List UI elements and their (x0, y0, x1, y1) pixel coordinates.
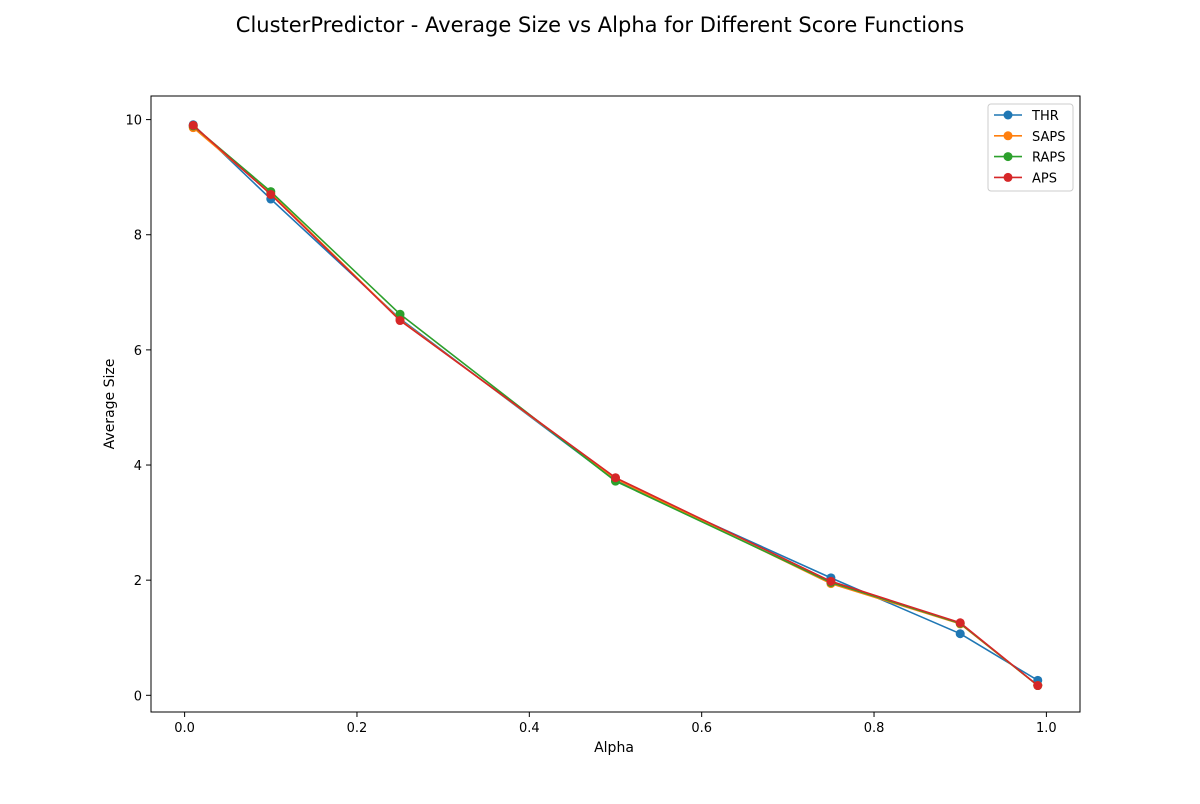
x-axis-label: Alpha (594, 740, 634, 756)
legend: THR SAPS RAPS APS (987, 103, 1074, 192)
chart-title: ClusterPredictor - Average Size vs Alpha… (236, 13, 964, 37)
data-point-aps (826, 576, 836, 586)
data-point-aps (611, 473, 620, 483)
y-tick-label: 10 (125, 114, 142, 129)
axes-layer: 0.0 0.2 0.4 0.6 0.8 1.0 0 2 4 6 8 10 (125, 114, 1056, 736)
y-tick-label: 2 (134, 574, 142, 589)
series-line-thr (192, 124, 1039, 682)
data-point-raps (395, 309, 405, 319)
y-tick-label: 6 (134, 344, 142, 359)
y-tick-label: 0 (134, 689, 142, 704)
y-tick-label: 4 (134, 459, 142, 474)
x-tick-label: 0.6 (691, 721, 712, 736)
series-layer (188, 120, 1043, 691)
legend-label-thr: THR (1031, 109, 1059, 124)
x-tick-label: 0.0 (174, 721, 195, 736)
data-point-aps (1033, 681, 1043, 691)
data-point-aps (266, 189, 276, 199)
legend-marker-saps (1003, 131, 1013, 141)
series-line-aps (192, 124, 1039, 687)
legend-marker-aps (1003, 172, 1013, 182)
y-tick-label: 8 (134, 229, 142, 244)
plot-area-frame (150, 95, 1081, 713)
legend-label-raps: RAPS (1032, 151, 1066, 166)
legend-box (987, 103, 1074, 192)
x-tick-label: 0.2 (347, 721, 368, 736)
legend-label-aps: APS (1032, 171, 1057, 186)
x-tick-label: 0.4 (519, 721, 540, 736)
series-line-saps (192, 127, 1039, 687)
x-tick-label: 0.8 (864, 721, 885, 736)
data-point-aps (395, 316, 405, 326)
data-point-aps (188, 120, 198, 130)
series-line-raps (192, 125, 1039, 687)
data-point-thr (955, 629, 965, 639)
legend-marker-thr (1003, 110, 1013, 120)
data-point-aps (955, 618, 965, 628)
x-tick-label: 1.0 (1036, 721, 1057, 736)
legend-label-saps: SAPS (1032, 130, 1065, 145)
legend-marker-raps (1003, 152, 1013, 162)
y-axis-label: Average Size (102, 359, 118, 450)
